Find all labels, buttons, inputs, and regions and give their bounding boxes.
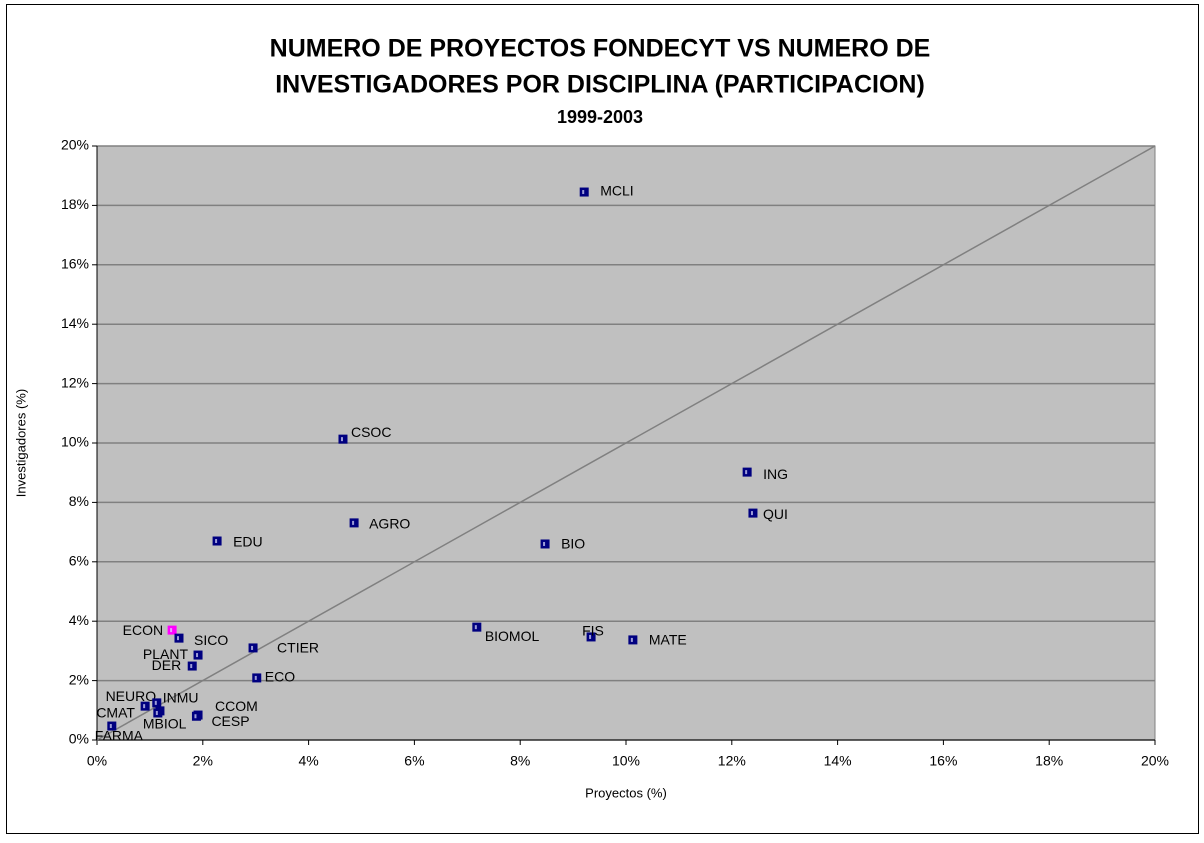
x-tick-label: 4%	[298, 753, 318, 769]
y-tick-label: 10%	[61, 434, 89, 450]
point-label: ECON	[123, 622, 163, 638]
point-highlight	[750, 511, 753, 516]
x-tick-label: 20%	[1141, 753, 1169, 769]
point-highlight	[254, 675, 257, 680]
point-label: BIOMOL	[485, 628, 540, 644]
y-tick-label: 8%	[69, 493, 89, 509]
point-label: CSOC	[351, 424, 391, 440]
y-axis-label: Investigadores (%)	[13, 389, 28, 497]
x-tick-label: 0%	[87, 753, 107, 769]
point-highlight	[154, 700, 157, 705]
x-tick-label: 2%	[193, 753, 213, 769]
y-tick-label: 18%	[61, 196, 89, 212]
point-label: PLANT	[143, 646, 189, 662]
y-tick-label: 4%	[69, 612, 89, 628]
point-highlight	[474, 625, 477, 630]
y-tick-label: 14%	[61, 315, 89, 331]
point-label: CTIER	[277, 640, 319, 656]
point-label: ING	[763, 466, 788, 482]
point-label: QUI	[763, 506, 788, 522]
point-highlight	[251, 645, 254, 650]
point-label: CMAT	[96, 705, 135, 721]
point-highlight	[109, 724, 112, 729]
x-axis-label: Proyectos (%)	[585, 785, 667, 800]
point-highlight	[543, 541, 546, 546]
x-tick-label: 12%	[718, 753, 746, 769]
point-label: BIO	[561, 536, 585, 552]
x-tick-label: 18%	[1035, 753, 1063, 769]
x-tick-label: 14%	[824, 753, 852, 769]
point-label: MATE	[649, 632, 687, 648]
chart-title-line2: INVESTIGADORES POR DISCIPLINA (PARTICIPA…	[275, 71, 925, 99]
y-tick-label: 2%	[69, 671, 89, 687]
point-highlight	[196, 653, 199, 658]
point-label: AGRO	[369, 516, 410, 532]
point-label: INMU	[163, 690, 199, 706]
point-label: NEURO	[106, 688, 157, 704]
point-highlight	[176, 636, 179, 641]
y-tick-label: 16%	[61, 256, 89, 272]
point-highlight	[194, 714, 197, 719]
x-tick-label: 6%	[404, 753, 424, 769]
point-highlight	[582, 190, 585, 195]
point-highlight	[190, 664, 193, 669]
x-tick-label: 8%	[510, 753, 530, 769]
point-label: MBIOL	[143, 716, 187, 732]
point-highlight	[340, 437, 343, 442]
point-label: ECO	[265, 669, 295, 685]
point-highlight	[170, 628, 173, 633]
chart-subtitle: 1999-2003	[557, 107, 643, 127]
point-highlight	[352, 520, 355, 525]
point-label: CESP	[211, 713, 249, 729]
point-label: SICO	[194, 632, 228, 648]
point-highlight	[155, 710, 158, 715]
point-label: EDU	[233, 534, 263, 550]
point-label: CCOM	[215, 698, 258, 714]
y-tick-label: 12%	[61, 374, 89, 390]
point-label: DER	[152, 657, 182, 673]
diagonal-line	[96, 145, 1156, 741]
x-tick-label: 10%	[612, 753, 640, 769]
point-label: FARMA	[95, 728, 144, 744]
point-highlight	[630, 637, 633, 642]
point-label: MCLI	[600, 183, 633, 199]
point-highlight	[589, 634, 592, 639]
point-highlight	[745, 470, 748, 475]
point-label: FIS	[582, 623, 604, 639]
y-tick-label: 6%	[69, 553, 89, 569]
y-tick-label: 0%	[69, 731, 89, 747]
y-tick-label: 20%	[61, 137, 89, 153]
chart-title: NUMERO DE PROYECTOS FONDECYT VS NUMERO D…	[270, 35, 931, 63]
point-highlight	[215, 539, 218, 544]
x-tick-label: 16%	[929, 753, 957, 769]
point-highlight	[143, 704, 146, 709]
